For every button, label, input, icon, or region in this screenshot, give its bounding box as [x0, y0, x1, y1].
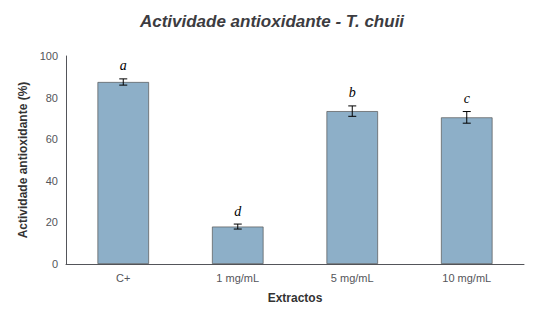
- svg-text:100: 100: [40, 50, 58, 62]
- svg-text:20: 20: [46, 216, 58, 228]
- svg-text:b: b: [349, 85, 356, 100]
- svg-text:Extractos: Extractos: [268, 291, 323, 305]
- svg-text:C+: C+: [116, 272, 130, 284]
- svg-text:10 mg/mL: 10 mg/mL: [442, 272, 491, 284]
- svg-text:a: a: [120, 58, 127, 73]
- svg-text:d: d: [234, 204, 242, 219]
- svg-text:Actividade antioxidante - T. c: Actividade antioxidante - T. chuii: [139, 12, 405, 31]
- svg-text:60: 60: [46, 133, 58, 145]
- svg-text:80: 80: [46, 92, 58, 104]
- svg-text:40: 40: [46, 175, 58, 187]
- svg-text:1 mg/mL: 1 mg/mL: [216, 272, 259, 284]
- svg-text:c: c: [464, 91, 471, 106]
- svg-text:Actividade antioxidante (%): Actividade antioxidante (%): [16, 82, 30, 239]
- svg-text:5 mg/mL: 5 mg/mL: [331, 272, 374, 284]
- svg-text:0: 0: [52, 258, 58, 270]
